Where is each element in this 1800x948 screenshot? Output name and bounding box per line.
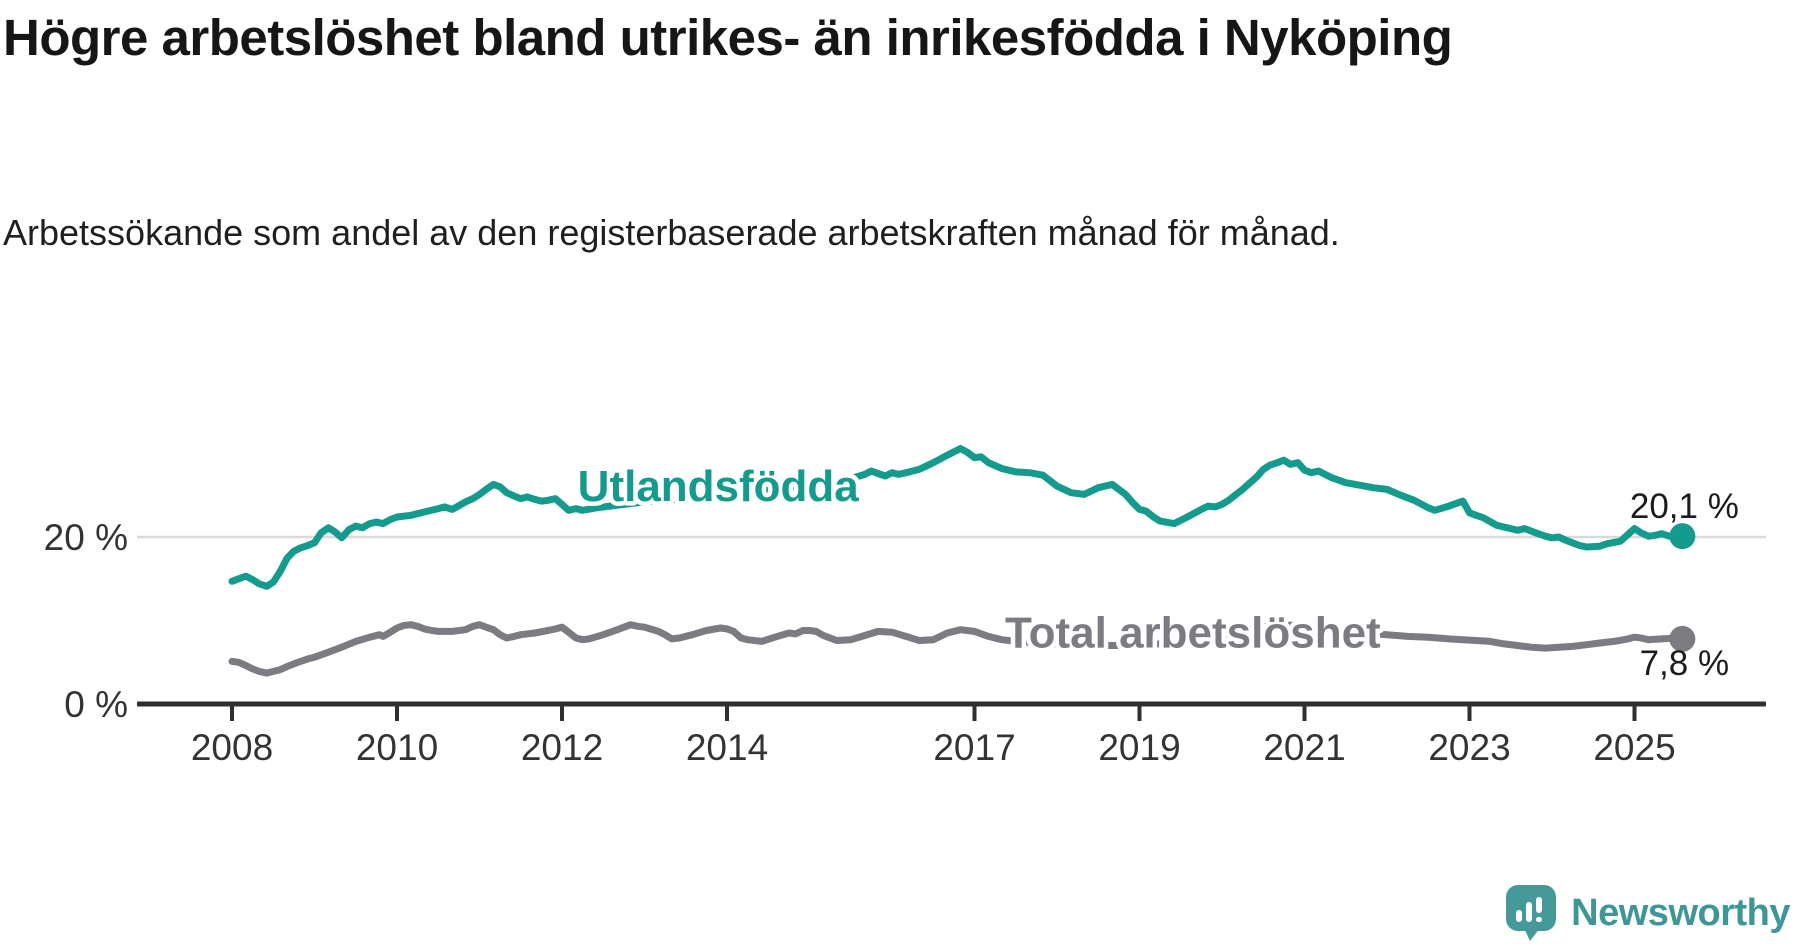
x-tick-label-2008: 2008 [191, 727, 273, 768]
series-end-dot-utlandsfodda [1669, 523, 1696, 550]
x-tick-label-2025: 2025 [1593, 727, 1675, 768]
end-value-label-utlandsfodda: 20,1 % [1630, 487, 1739, 526]
x-tick-label-2019: 2019 [1098, 727, 1180, 768]
series-label-utlandsfodda: Utlandsfödda [578, 462, 860, 511]
series-line-0 [228, 445, 1686, 590]
series-line-1 [228, 621, 1686, 677]
x-tick-label-2023: 2023 [1428, 727, 1510, 768]
x-tick-label-2021: 2021 [1263, 727, 1345, 768]
chart-title: Högre arbetslöshet bland utrikes- än inr… [3, 9, 1453, 66]
newsworthy-branding: Newsworthy [1505, 884, 1790, 942]
brand-name: Newsworthy [1571, 891, 1790, 934]
x-tick-label-2012: 2012 [521, 727, 603, 768]
y-tick-label-0: 0 % [64, 684, 128, 725]
chart-subtitle: Arbetssökande som andel av den registerb… [3, 212, 1340, 253]
newsworthy-logo-icon [1506, 885, 1557, 941]
x-tick-label-2010: 2010 [356, 727, 438, 768]
series-end-dot-total [1669, 625, 1696, 652]
y-tick-label-20: 20 % [44, 517, 128, 558]
x-tick-label-2014: 2014 [686, 727, 768, 768]
series-label-total: Total arbetslöshet [1005, 608, 1381, 657]
x-tick-group: 2008 2010 2012 2014 2017 2019 2021 2023 2025 [191, 706, 1676, 768]
series-line-group [228, 445, 1686, 677]
end-value-label-total: 7,8 % [1640, 644, 1730, 683]
x-tick-label-2017: 2017 [933, 727, 1015, 768]
y-axis-labels: 20 % 0 % [44, 517, 128, 725]
